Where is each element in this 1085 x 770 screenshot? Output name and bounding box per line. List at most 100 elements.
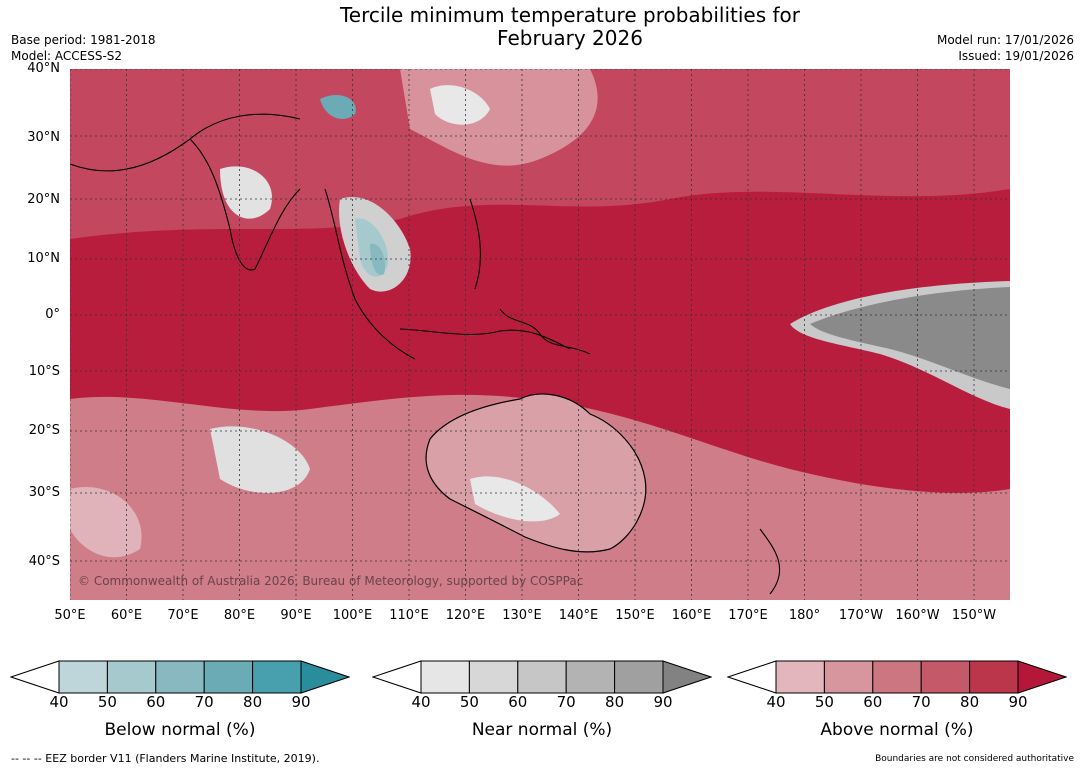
- colorbar-tick: 50: [459, 693, 479, 711]
- colorbar-segment: [823, 660, 874, 694]
- colorbar-tick: 40: [49, 693, 69, 711]
- colorbar-segment: [468, 660, 519, 694]
- colorbar-segment: [420, 660, 470, 694]
- colorbar-tick: 90: [653, 693, 673, 711]
- colorbar-tick: 70: [556, 693, 576, 711]
- lon-label: 130°E: [502, 608, 542, 623]
- lat-label: 40°N: [27, 61, 60, 76]
- lat-label: 0°: [45, 307, 60, 322]
- colorbar-tick: 40: [766, 693, 786, 711]
- colorbar-segment: [203, 660, 254, 694]
- colorbar-near: [372, 660, 712, 694]
- lat-label: 30°S: [28, 485, 60, 500]
- colorbar-tick: 60: [146, 693, 166, 711]
- colorbar-tick: 50: [97, 693, 117, 711]
- colorbar-tick: 90: [1008, 693, 1028, 711]
- graticule: [70, 69, 1010, 600]
- issued-date: Issued: 19/01/2026: [958, 49, 1074, 63]
- colorbar-segment: [565, 660, 616, 694]
- colorbar-tick: 60: [508, 693, 528, 711]
- lon-label: 140°E: [558, 608, 599, 623]
- lat-label: 10°N: [27, 251, 60, 266]
- lon-label: 180°: [788, 608, 821, 623]
- indochina-coast: [324, 188, 416, 360]
- model-run: Model run: 17/01/2026: [936, 33, 1074, 47]
- boundaries-disclaimer: Boundaries are not considered authoritat…: [875, 754, 1074, 764]
- indonesia-coast: [399, 328, 571, 350]
- mainland-asia-coast: [70, 113, 301, 172]
- meta-right: Model run: 17/01/2026 Issued: 19/01/2026: [937, 32, 1074, 64]
- colorbar-tick: 80: [960, 693, 980, 711]
- meta-left: Base period: 1981-2018 Model: ACCESS-S2: [11, 32, 156, 64]
- lat-label: 40°S: [28, 554, 60, 569]
- lat-label: 20°S: [28, 423, 60, 438]
- colorbar-above: [727, 660, 1067, 694]
- colorbar-tick: 50: [814, 693, 834, 711]
- colorbar-tick: 40: [411, 693, 431, 711]
- field-indian-near: [210, 426, 310, 493]
- lon-label: 150°E: [615, 608, 655, 623]
- colorbar-segment: [106, 660, 157, 694]
- colorbar-tick: 80: [243, 693, 263, 711]
- colorbar-segment: [614, 660, 664, 694]
- title-line-1: Tercile minimum temperature probabilitie…: [339, 3, 801, 27]
- field-australia-near: [470, 476, 560, 522]
- map-canvas: [70, 69, 1010, 600]
- colorbar-segment: [517, 660, 567, 694]
- colorbar-below-label: Below normal (%): [104, 720, 256, 740]
- title-line-2: February 2026: [497, 26, 643, 50]
- probability-map: [70, 69, 1010, 600]
- colorbar-extend-low: [10, 660, 60, 694]
- colorbar-tick: 70: [194, 693, 214, 711]
- colorbar-segment: [872, 660, 922, 694]
- new-guinea-coast: [499, 308, 591, 355]
- field-pacific-near-strong: [810, 287, 1010, 389]
- australia-landmass: [425, 393, 647, 553]
- lon-label: 80°E: [223, 608, 256, 623]
- lon-label: 100°E: [332, 608, 373, 623]
- colorbar-extend-high: [662, 660, 712, 694]
- colorbar-above-label: Above normal (%): [820, 720, 974, 740]
- lon-label: 70°E: [167, 608, 199, 623]
- india-coast: [189, 138, 301, 271]
- field-sw-indian: [70, 487, 142, 558]
- field-indochina-below-strong: [370, 243, 386, 275]
- lat-label: 10°S: [28, 364, 60, 379]
- lon-label: 160°E: [671, 608, 712, 623]
- lat-label: 20°N: [27, 192, 60, 207]
- colorbar-segment: [58, 660, 108, 694]
- colorbar-extend-high: [300, 660, 350, 694]
- colorbar-segment: [252, 660, 302, 694]
- colorbar-extend-low: [727, 660, 777, 694]
- lon-label: 150°W: [951, 608, 997, 623]
- lon-label: 90°E: [280, 608, 312, 623]
- model-name: Model: ACCESS-S2: [11, 49, 123, 63]
- colorbar-tick: 90: [291, 693, 311, 711]
- colorbar-tick: 70: [911, 693, 931, 711]
- colorbar-segment: [969, 660, 1019, 694]
- colorbar-extend-low: [372, 660, 422, 694]
- field-tibet-near: [430, 85, 490, 125]
- colorbar-tick: 60: [863, 693, 883, 711]
- field-tibet-below: [320, 94, 356, 119]
- colorbar-segment: [775, 660, 825, 694]
- map-title: Tercile minimum temperature probabilitie…: [250, 4, 890, 50]
- philippines-coast: [469, 198, 481, 290]
- lat-label: 30°N: [27, 130, 60, 145]
- colorbar-extend-high: [1017, 660, 1067, 694]
- lon-label: 50°E: [54, 608, 86, 623]
- copyright-notice: © Commonwealth of Australia 2026, Bureau…: [78, 574, 584, 588]
- lon-label: 120°E: [445, 608, 486, 623]
- lon-label: 60°E: [110, 608, 143, 623]
- base-period: Base period: 1981-2018: [11, 33, 156, 47]
- lon-label: 170°E: [728, 608, 768, 623]
- lon-label: 110°E: [389, 608, 429, 623]
- new-zealand-coast: [759, 528, 781, 595]
- colorbar-segment: [155, 660, 205, 694]
- colorbar-segment: [920, 660, 971, 694]
- eez-footnote: -- -- -- EEZ border V11 (Flanders Marine…: [11, 752, 320, 765]
- colorbar-below: [10, 660, 350, 694]
- field-india-near: [220, 166, 272, 219]
- lon-label: 170°W: [838, 608, 884, 623]
- lon-label: 160°W: [895, 608, 940, 623]
